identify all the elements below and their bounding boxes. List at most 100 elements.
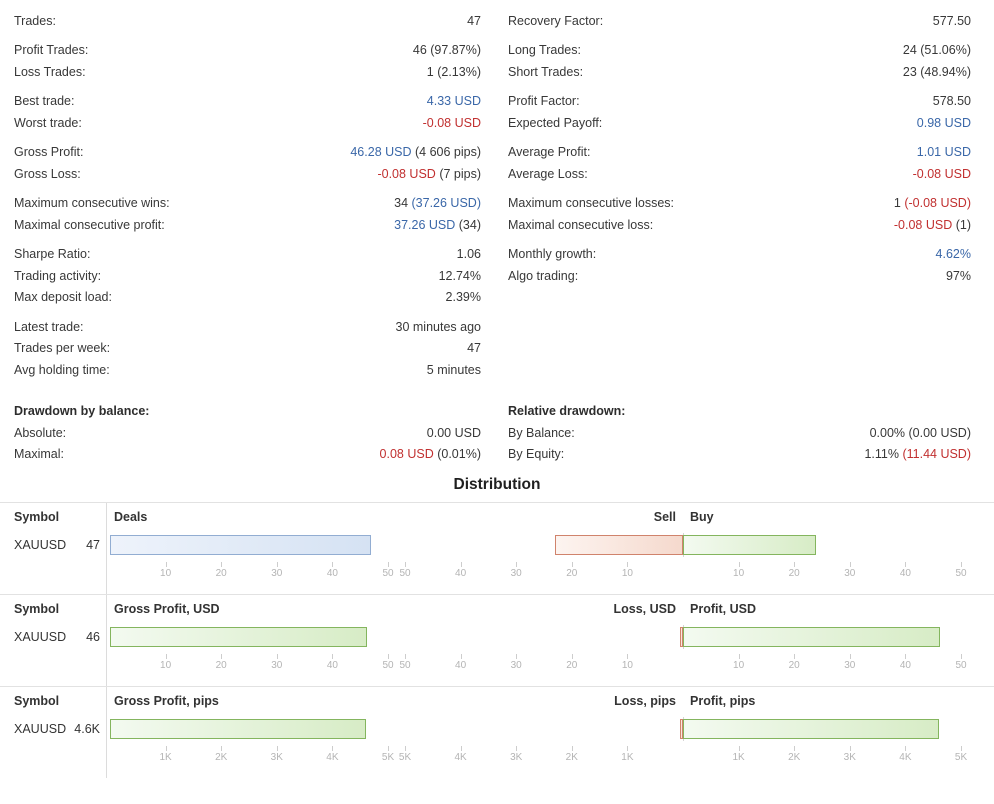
symbol-axis-spacer (0, 652, 107, 686)
stat-row: Best trade: 4.33 USD (0, 91, 481, 113)
axis-tick-label: 10 (621, 660, 633, 671)
axis-tick-label: 30 (844, 568, 856, 579)
stat-value-part: (1) (955, 217, 971, 232)
negative-side-title: Loss, USD (613, 601, 676, 616)
distribution-bar-row: XAUUSD 4.6K (0, 714, 994, 744)
axis-tick: 20 (216, 654, 227, 671)
axis-tick-label: 30 (271, 660, 283, 671)
stats-group: Relative drawdown: By Balance: 0.00% (0.00… (508, 401, 971, 466)
left-chart-header-cell: Gross Profit, USD (110, 595, 388, 622)
axis-tick: 5K (382, 746, 394, 763)
right-chart-header-cell: Loss, USD Profit, USD (405, 595, 961, 622)
right-chart-axis: 10 10 20 20 30 30 40 40 50 50 (399, 560, 967, 594)
axis-tick-label: 4K (454, 752, 467, 763)
axis-tick-label: 30 (271, 568, 283, 579)
axis-tick: 2K (566, 746, 578, 763)
stat-value: -0.08 USD (7 pips) (377, 167, 481, 181)
positive-side-title: Profit, USD (690, 601, 756, 616)
positive-bar (683, 535, 817, 555)
stat-value: 2.39% (446, 290, 481, 304)
stat-value: -0.08 USD (1) (894, 218, 971, 232)
stat-label: Trades per week: (14, 341, 111, 356)
stat-label: Gross Loss: (14, 166, 81, 181)
axis-tick-label: 50 (382, 660, 394, 671)
stat-row: Algo trading: 97% (508, 265, 971, 287)
stat-label: Expected Payoff: (508, 115, 603, 130)
axis-tick: 10 (622, 562, 633, 579)
stats-col-left: Trades: 47 Profit Trades: 46 (97.87%) Loss T… (0, 10, 481, 465)
stat-value: 12.74% (439, 269, 481, 283)
axis-tick: 10 (622, 654, 633, 671)
stat-value: 1 (-0.08 USD) (894, 196, 971, 210)
left-chart-bar-area (110, 714, 388, 744)
stat-value: 0.08 USD (0.01%) (380, 447, 481, 461)
stat-value-part: -0.08 USD (912, 166, 971, 181)
axis-tick-label: 2K (565, 752, 578, 763)
stats-group: Drawdown by balance: Absolute: 0.00 USD Max… (0, 401, 481, 466)
stats-group: Profit Trades: 46 (97.87%) Loss Trades: 1 (… (0, 40, 481, 83)
axis-tick-label: 2K (215, 752, 228, 763)
axis-tick: 40 (900, 562, 911, 579)
stats-group: Sharpe Ratio: 1.06 Trading activity: 12.74%… (0, 244, 481, 309)
stat-value-part: 23 (48.94%) (902, 64, 971, 79)
stat-value-part: 1 (893, 196, 905, 211)
axis-tick: 40 (455, 562, 466, 579)
distribution-axis-row: 1K 2K 3K 4K 5K 1K 1K 2K 2K 3K 3K 4K 4K 5K 5K (0, 744, 994, 778)
axis-tick-label: 10 (733, 660, 745, 671)
axis-tick-label: 50 (382, 568, 394, 579)
stat-row: Maximal consecutive profit: 37.26 USD (34… (0, 214, 481, 236)
axis-tick: 1K (732, 746, 745, 763)
stat-value: -0.08 USD (913, 167, 971, 181)
stats-col-right: Recovery Factor: 577.50 Long Trades: 24 (51… (508, 10, 971, 465)
symbol-header-cell: Symbol (0, 595, 107, 622)
stat-value-part: 4.33 USD (426, 94, 481, 109)
stat-row: Maximal consecutive loss: -0.08 USD (1) (508, 214, 971, 236)
axis-tick: 1K (159, 746, 172, 763)
stat-value-part: 46.28 USD (350, 145, 415, 160)
axis-tick-label: 3K (510, 752, 523, 763)
axis-tick-label: 1K (621, 752, 634, 763)
axis-tick-label: 50 (955, 568, 967, 579)
left-chart-bar (110, 719, 367, 739)
right-chart-bar-area (405, 530, 961, 560)
stat-label: Maximal consecutive profit: (14, 217, 165, 232)
stats-group: Profit Factor: 578.50 Expected Payoff: 0.98… (508, 91, 971, 134)
axis-tick-label: 40 (899, 568, 911, 579)
axis-tick-label: 5K (381, 752, 395, 763)
axis-tick-label: 30 (844, 660, 856, 671)
stat-row: Maximal: 0.08 USD (0.01%) (0, 444, 481, 466)
stat-value-part: 12.74% (438, 268, 481, 283)
negative-bar (680, 719, 683, 739)
axis-tick: 50 (399, 562, 411, 579)
stat-row: Loss Trades: 1 (2.13%) (0, 61, 481, 83)
axis-tick-label: 2K (788, 752, 801, 763)
axis-tick: 3K (271, 746, 283, 763)
stat-value: 1 (2.13%) (427, 65, 481, 79)
stats-alignment-spacer (508, 295, 971, 381)
stats-group: Long Trades: 24 (51.06%) Short Trades: 23 (… (508, 40, 971, 83)
stat-row: Avg holding time: 5 minutes (0, 359, 481, 381)
symbol-name: XAUUSD (14, 630, 67, 644)
stat-row: Profit Trades: 46 (97.87%) (0, 40, 481, 62)
distribution-bar-row: XAUUSD 46 (0, 622, 994, 652)
stat-row: Gross Profit: 46.28 USD (4 606 pips) (0, 142, 481, 164)
stat-value: 4.33 USD (427, 94, 481, 108)
stat-label: Recovery Factor: (508, 13, 604, 28)
symbol-cell: XAUUSD 4.6K (0, 714, 107, 744)
axis-tick: 10 (160, 654, 171, 671)
axis-tick: 2K (788, 746, 800, 763)
distribution-title: Distribution (453, 476, 541, 493)
stat-value-part: 4.62% (935, 247, 971, 262)
axis-tick: 50 (955, 654, 967, 671)
axis-tick-label: 4K (899, 752, 912, 763)
stat-row: Maximum consecutive wins: 34 (37.26 USD) (0, 193, 481, 215)
left-chart-title: Gross Profit, USD (114, 601, 220, 616)
stat-value: 30 minutes ago (396, 320, 481, 334)
stat-label: Maximal: (14, 447, 65, 462)
stats-group: Best trade: 4.33 USD Worst trade: -0.08 USD (0, 91, 481, 134)
distribution-axis-row: 10 20 30 40 50 10 10 20 20 30 30 40 40 50 50 (0, 652, 994, 686)
axis-tick-label: 3K (270, 752, 283, 763)
stat-label: Sharpe Ratio: (14, 247, 91, 262)
distribution-header-row: Symbol Gross Profit, pips Loss, pips Profit… (0, 687, 994, 714)
positive-side-title: Profit, pips (690, 693, 756, 708)
